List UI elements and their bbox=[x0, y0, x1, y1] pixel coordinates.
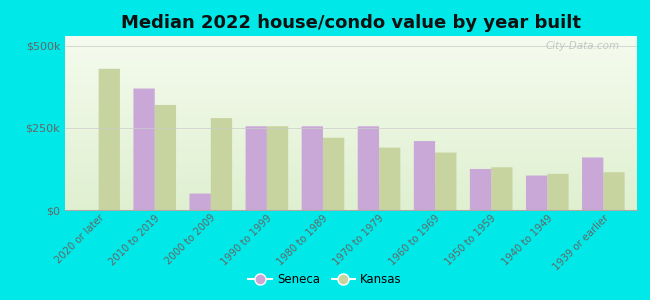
Bar bbox=[246, 126, 267, 210]
Bar bbox=[603, 172, 625, 210]
Bar bbox=[99, 69, 120, 210]
Bar bbox=[302, 126, 323, 210]
Legend: Seneca, Kansas: Seneca, Kansas bbox=[244, 269, 406, 291]
Bar bbox=[470, 169, 491, 210]
Bar bbox=[358, 126, 379, 210]
Bar bbox=[526, 176, 547, 210]
Bar bbox=[323, 138, 345, 210]
Bar bbox=[414, 141, 435, 210]
Bar bbox=[155, 105, 176, 210]
Title: Median 2022 house/condo value by year built: Median 2022 house/condo value by year bu… bbox=[121, 14, 581, 32]
Bar bbox=[547, 174, 569, 210]
Bar bbox=[133, 88, 155, 210]
Bar bbox=[435, 152, 456, 210]
Bar bbox=[379, 148, 400, 210]
Bar bbox=[491, 167, 512, 210]
Bar bbox=[211, 118, 232, 210]
Bar bbox=[267, 126, 288, 210]
Bar bbox=[582, 158, 603, 210]
Bar bbox=[190, 194, 211, 210]
Text: City-Data.com: City-Data.com bbox=[546, 41, 620, 51]
